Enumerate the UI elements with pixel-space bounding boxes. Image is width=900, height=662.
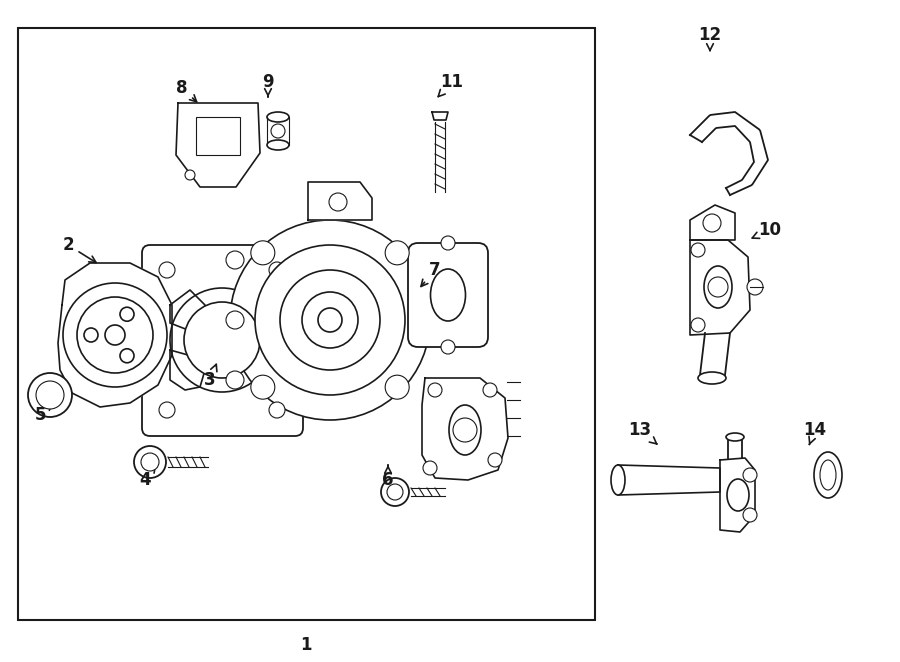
Circle shape xyxy=(255,245,405,395)
Bar xyxy=(196,117,240,155)
Circle shape xyxy=(271,124,285,138)
Polygon shape xyxy=(432,112,448,120)
Polygon shape xyxy=(176,103,260,187)
Circle shape xyxy=(453,418,477,442)
Circle shape xyxy=(251,375,274,399)
Circle shape xyxy=(28,373,72,417)
Circle shape xyxy=(387,484,403,500)
Circle shape xyxy=(441,236,455,250)
Text: 13: 13 xyxy=(628,421,657,444)
Text: 4: 4 xyxy=(140,465,156,489)
Circle shape xyxy=(381,478,409,506)
Circle shape xyxy=(280,270,380,370)
Circle shape xyxy=(77,297,153,373)
Circle shape xyxy=(708,277,728,297)
Circle shape xyxy=(691,243,705,257)
Circle shape xyxy=(302,292,358,348)
Circle shape xyxy=(159,402,175,418)
Circle shape xyxy=(318,308,342,332)
Polygon shape xyxy=(690,112,768,195)
Text: 7: 7 xyxy=(421,261,441,287)
Polygon shape xyxy=(170,350,205,390)
Circle shape xyxy=(159,262,175,278)
Circle shape xyxy=(743,508,757,522)
Circle shape xyxy=(691,318,705,332)
Circle shape xyxy=(141,453,159,471)
Circle shape xyxy=(134,446,166,478)
Circle shape xyxy=(423,461,437,475)
Circle shape xyxy=(226,311,244,329)
Polygon shape xyxy=(720,458,755,532)
Ellipse shape xyxy=(814,452,842,498)
Circle shape xyxy=(269,262,285,278)
Ellipse shape xyxy=(267,140,289,150)
Text: 1: 1 xyxy=(301,636,311,654)
Circle shape xyxy=(743,468,757,482)
Circle shape xyxy=(269,402,285,418)
Circle shape xyxy=(63,283,167,387)
Circle shape xyxy=(84,328,98,342)
Text: 5: 5 xyxy=(34,403,51,424)
Circle shape xyxy=(251,241,274,265)
Text: 8: 8 xyxy=(176,79,196,102)
Polygon shape xyxy=(308,182,372,220)
Circle shape xyxy=(441,340,455,354)
Polygon shape xyxy=(690,205,735,240)
Text: 6: 6 xyxy=(382,465,394,489)
Bar xyxy=(18,28,595,620)
Circle shape xyxy=(226,371,244,389)
Circle shape xyxy=(329,193,347,211)
Ellipse shape xyxy=(430,269,465,321)
Ellipse shape xyxy=(267,112,289,122)
Ellipse shape xyxy=(449,405,481,455)
Text: 3: 3 xyxy=(204,364,217,389)
Circle shape xyxy=(385,375,410,399)
Circle shape xyxy=(226,251,244,269)
Circle shape xyxy=(488,453,502,467)
Circle shape xyxy=(105,325,125,345)
Ellipse shape xyxy=(727,479,749,511)
Ellipse shape xyxy=(698,372,726,384)
Text: 9: 9 xyxy=(262,73,274,97)
Circle shape xyxy=(120,349,134,363)
Circle shape xyxy=(184,302,260,378)
Circle shape xyxy=(36,381,64,409)
Polygon shape xyxy=(618,465,720,495)
Polygon shape xyxy=(58,263,172,407)
Polygon shape xyxy=(422,378,508,480)
Ellipse shape xyxy=(820,460,836,490)
Polygon shape xyxy=(690,240,750,335)
Circle shape xyxy=(385,241,410,265)
Ellipse shape xyxy=(726,433,744,441)
Ellipse shape xyxy=(611,465,625,495)
Circle shape xyxy=(120,307,134,321)
Circle shape xyxy=(170,288,274,392)
Circle shape xyxy=(747,279,763,295)
Circle shape xyxy=(703,214,721,232)
FancyBboxPatch shape xyxy=(408,243,488,347)
Text: 11: 11 xyxy=(438,73,464,97)
Circle shape xyxy=(483,383,497,397)
FancyBboxPatch shape xyxy=(142,245,303,436)
Text: 12: 12 xyxy=(698,26,722,50)
Text: 10: 10 xyxy=(752,221,781,239)
Circle shape xyxy=(428,383,442,397)
Polygon shape xyxy=(170,290,205,330)
Text: 14: 14 xyxy=(804,421,826,444)
Ellipse shape xyxy=(704,266,732,308)
Circle shape xyxy=(185,170,195,180)
Text: 2: 2 xyxy=(62,236,96,263)
Circle shape xyxy=(230,220,430,420)
